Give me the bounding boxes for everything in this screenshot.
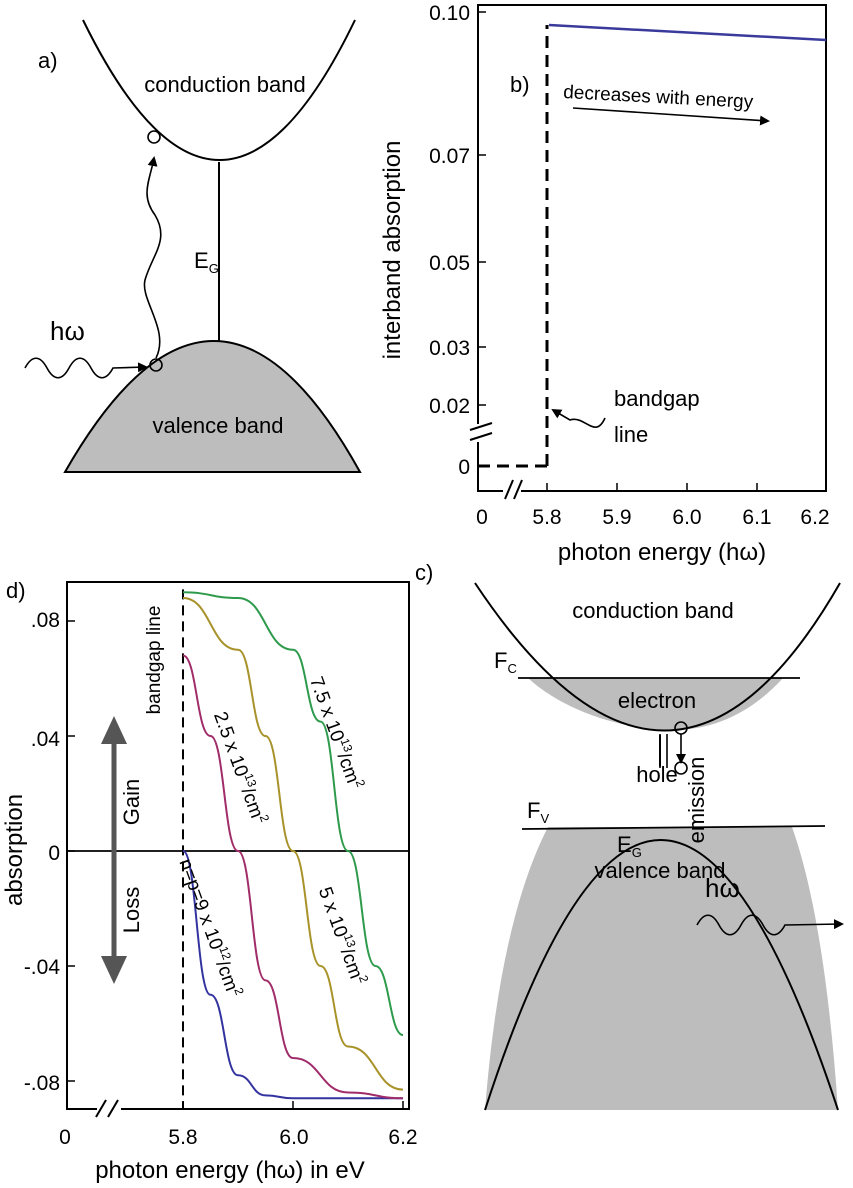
curve-label-n9e12: n=p=9 x 1012/cm2: [174, 855, 247, 1000]
decrease-arrow: [572, 107, 770, 126]
x-tick-d-0: 0: [59, 1126, 71, 1149]
photon-wave-a: [24, 357, 148, 379]
x-tick-d-1: 5.8: [168, 1126, 197, 1149]
x-axis-break-d: [95, 1099, 121, 1118]
x-tick-d-3: 6.2: [388, 1126, 417, 1149]
excitation-arrow-a: [143, 156, 162, 359]
curve-d-2p5e13: [182, 654, 404, 1100]
panel-b-tag: b): [510, 72, 530, 97]
x-tick-b-5: 6.2: [800, 506, 829, 529]
curve-d-7p5e13: [182, 591, 404, 1036]
y-tick-b-3: 0.03: [429, 337, 470, 360]
conduction-band-label-a: conduction band: [144, 72, 305, 97]
y-tick-b-5: 0: [458, 456, 470, 479]
panel-a: a) conduction band EG valence band hω: [24, 19, 362, 473]
gap-label-a: EG: [194, 248, 219, 276]
fermi-label-v: FV: [527, 798, 549, 826]
y-tick-b-2: 0.05: [429, 252, 470, 275]
x-tick-b-4: 6.1: [742, 506, 771, 529]
bandgap-pointer-b: [551, 408, 606, 428]
plot-frame-b: [477, 4, 827, 492]
y-tick-d-0: .08: [31, 609, 60, 632]
x-axis-label-b: photon energy (hω): [558, 539, 766, 566]
valence-band-label-a: valence band: [153, 413, 284, 438]
y-tick-d-2: 0: [48, 842, 60, 865]
valence-region-c: [485, 827, 838, 1110]
photon-wave-c: [696, 914, 844, 936]
fermi-label-c: FC: [494, 648, 517, 676]
gap-label-c-text: EG: [617, 832, 642, 860]
bandgap-annotation-1: bandgap: [614, 386, 700, 411]
electron-label: electron: [618, 688, 696, 713]
conduction-band-curve-c: [474, 582, 841, 732]
conduction-band-label-c: conduction band: [572, 598, 733, 623]
x-tick-b-2: 5.9: [602, 506, 631, 529]
valence-band-curve-c: [484, 839, 839, 1111]
panel-d: d) absorption photon energy (hω) in eV .…: [1, 578, 418, 1184]
loss-label: Loss: [119, 887, 144, 933]
hole-label: hole: [636, 762, 678, 787]
x-axis-break-b: [503, 479, 523, 500]
panel-c-tag: c): [415, 560, 433, 585]
hole-marker-a: [149, 358, 163, 372]
panel-d-tag: d): [6, 578, 26, 603]
y-tick-b-4: 0.02: [429, 395, 470, 418]
curve-d-n9e12: [182, 850, 403, 1100]
y-tick-d-3: -.04: [24, 956, 61, 979]
photon-label-a: hω: [50, 316, 85, 346]
y-tick-b-1: 0.07: [429, 145, 470, 168]
bandgap-annotation-2: line: [614, 422, 648, 447]
panel-c: c) conduction band FC electron FV hole v…: [415, 560, 844, 1111]
y-axis-break-b: [469, 422, 493, 442]
curve-label-5e13: 5 x 1013/cm2: [314, 883, 372, 988]
x-tick-b-1: 5.8: [532, 506, 561, 529]
y-axis-label-b: interband absorption: [379, 141, 406, 360]
panel-a-tag: a): [38, 48, 58, 73]
ticks-d: [67, 620, 404, 1109]
gain-label: Gain: [119, 779, 144, 825]
y-axis-label-d: absorption: [1, 794, 28, 906]
y-tick-d-4: -.08: [24, 1072, 60, 1095]
curve-d-5e13: [182, 597, 404, 1091]
curve-label-7p5e13: 7.5 x 1013/cm2: [305, 673, 368, 793]
curve-label-2p5e13: 2.5 x 1013/cm2: [209, 708, 272, 828]
valence-band-region-a: [63, 340, 362, 473]
x-tick-b-0: 0: [476, 506, 488, 529]
valence-band-label-c: valence band: [595, 858, 726, 883]
electron-marker-a: [147, 130, 161, 144]
plot-frame-d: [66, 581, 410, 1110]
conduction-band-curve-a: [82, 19, 356, 161]
bandgap-label-d: bandgap line: [144, 606, 165, 715]
decrease-annotation: decreases with energy: [563, 82, 754, 113]
emission-label: emission: [684, 757, 709, 844]
absorption-curve-b: [548, 23, 827, 42]
y-tick-b-0: 0.10: [429, 2, 470, 25]
fermi-level-v: [521, 825, 826, 830]
x-tick-b-3: 6.0: [672, 506, 701, 529]
x-tick-d-2: 6.0: [279, 1126, 308, 1149]
y-tick-d-1: .04: [31, 728, 61, 751]
x-axis-label-d: photon energy (hω) in eV: [95, 1157, 365, 1184]
photon-label-c: hω: [705, 873, 740, 903]
panel-b: b) interband absorption photon energy (h…: [379, 2, 830, 566]
